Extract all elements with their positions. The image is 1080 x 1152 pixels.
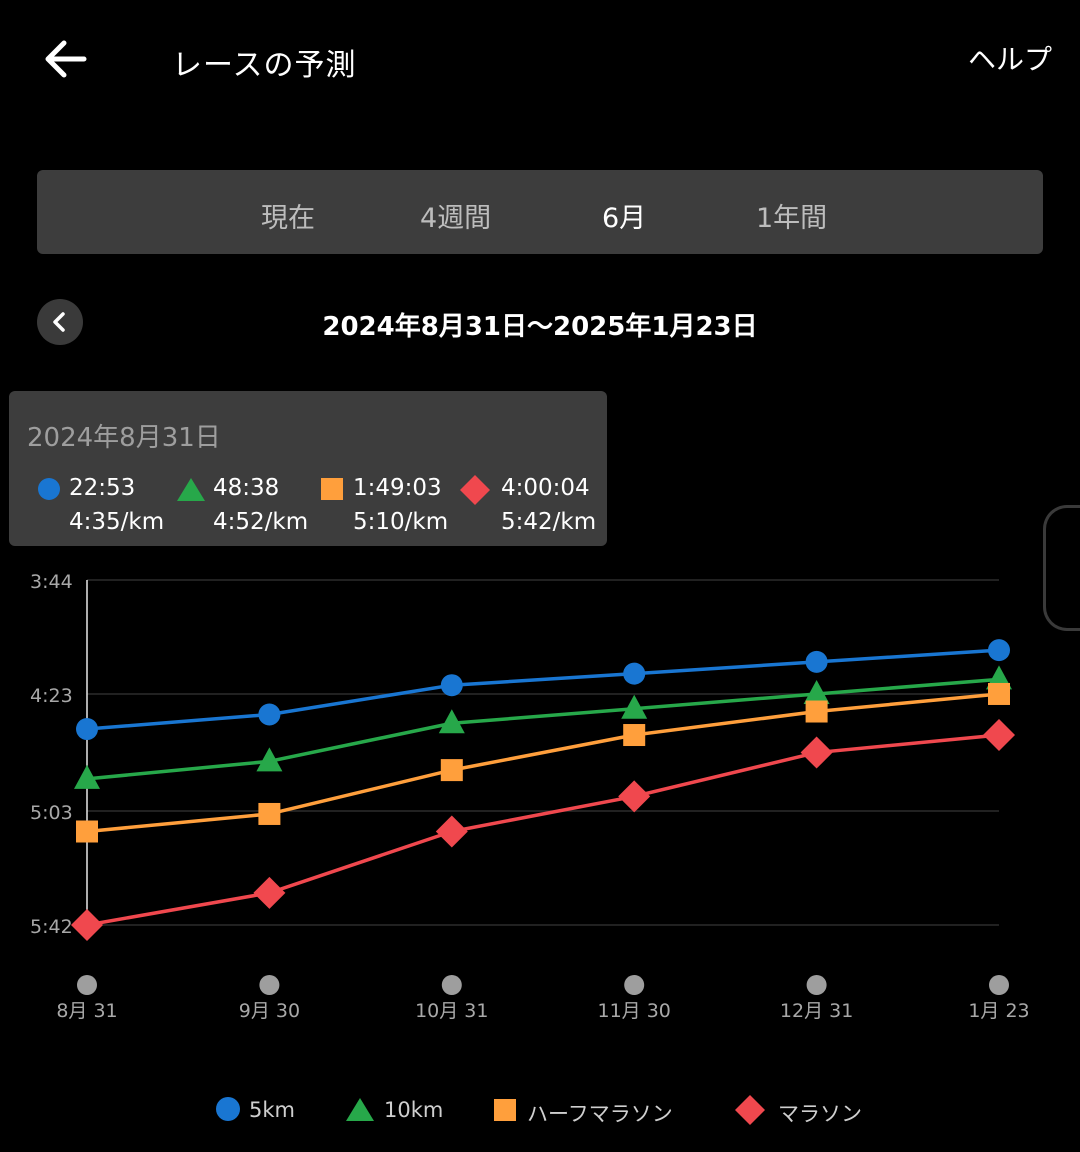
data-point-diamond [983, 719, 1015, 752]
tab-current[interactable]: 現在 [261, 203, 315, 234]
diamond-marker-icon [735, 1095, 765, 1125]
help-link[interactable]: ヘルプ [967, 43, 1052, 76]
data-point-circle [805, 650, 828, 673]
y-tick-label: 4:23 [30, 685, 73, 707]
tooltip-pace: 4:35/km [69, 509, 165, 535]
x-tick-label: 11月 30 [597, 1000, 670, 1022]
legend-label: マラソン [778, 1102, 862, 1126]
data-point-square [623, 724, 646, 747]
x-tick-label: 1月 23 [968, 1000, 1029, 1022]
data-point-square [440, 759, 463, 782]
side-panel-handle[interactable] [1043, 505, 1080, 631]
data-point-square [76, 820, 98, 843]
chart-tooltip: 2024年8月31日 22:53 4:35/km 48:38 4:52/km 1… [9, 391, 607, 546]
data-point-circle [988, 639, 1010, 662]
tooltip-time: 4:00:04 [501, 475, 590, 501]
circle-marker-icon [216, 1097, 240, 1121]
x-axis-dot [624, 975, 645, 995]
x-tick-label: 12月 31 [780, 1000, 853, 1022]
page-title: レースの予測 [172, 48, 357, 83]
tooltip-pace: 5:42/km [501, 509, 597, 535]
triangle-marker-icon [177, 478, 205, 501]
back-button[interactable] [40, 34, 92, 86]
legend-label: 10km [384, 1098, 444, 1122]
square-marker-icon [494, 1099, 516, 1121]
square-marker-icon [321, 478, 343, 500]
data-point-circle [440, 674, 463, 697]
x-tick-label: 9月 30 [239, 1000, 300, 1022]
series-line [86, 733, 1000, 927]
data-point-circle [76, 718, 98, 741]
x-axis-dot [806, 975, 827, 995]
tooltip-time: 1:49:03 [353, 475, 442, 501]
date-range: 2024年8月31日～2025年1月23日 [322, 312, 758, 342]
tooltip-time: 22:53 [69, 475, 136, 501]
data-point-triangle [438, 709, 465, 734]
x-tick-label: 8月 31 [56, 1000, 117, 1022]
tab-6-months[interactable]: 6月 [602, 203, 647, 234]
data-point-diamond [618, 780, 651, 813]
arrow-left-icon [45, 40, 87, 78]
previous-period-button[interactable] [37, 299, 83, 345]
data-point-circle [623, 662, 646, 685]
data-point-diamond [253, 876, 286, 909]
data-point-triangle [74, 764, 100, 789]
legend-label: 5km [249, 1098, 295, 1122]
legend-label: ハーフマラソン [527, 1102, 673, 1126]
y-tick-label: 5:42 [30, 916, 73, 938]
circle-marker-icon [38, 478, 60, 500]
race-prediction-chart[interactable]: 3:44 4:23 5:03 5:42 8月 31 9月 30 10月 31 11月 30 12… [0, 560, 1080, 1030]
period-tabs: 現在 4週間 6月 1年間 [37, 170, 1043, 254]
data-point-diamond [435, 815, 468, 848]
data-point-diamond [800, 736, 833, 769]
x-axis-dot [989, 975, 1009, 995]
data-point-square [258, 802, 281, 825]
tooltip-date: 2024年8月31日 [27, 423, 221, 453]
triangle-marker-icon [346, 1098, 374, 1121]
x-axis-dot [259, 975, 280, 995]
data-point-triangle [256, 747, 283, 772]
data-point-circle [258, 703, 281, 726]
y-tick-label: 3:44 [30, 571, 73, 593]
x-axis-dot [77, 975, 97, 995]
tab-1-year[interactable]: 1年間 [756, 203, 828, 234]
chart-legend: 5km 10km ハーフマラソン マラソン [0, 1090, 1080, 1130]
series-line [86, 648, 1000, 731]
series-line [86, 692, 1000, 834]
tab-4-weeks[interactable]: 4週間 [420, 203, 492, 234]
data-point-square [988, 682, 1010, 705]
tooltip-pace: 5:10/km [353, 509, 449, 535]
chevron-left-icon [53, 312, 65, 332]
data-point-square [805, 700, 828, 723]
tooltip-time: 48:38 [213, 475, 280, 501]
series-line [86, 677, 1000, 781]
data-point-diamond [71, 909, 103, 941]
tooltip-pace: 4:52/km [213, 509, 309, 535]
data-point-triangle [803, 679, 830, 704]
top-bar: レースの予測 ヘルプ [0, 0, 1080, 120]
x-axis-dot [441, 975, 462, 995]
y-tick-label: 5:03 [30, 802, 73, 824]
x-tick-label: 10月 31 [415, 1000, 488, 1022]
data-point-triangle [621, 694, 648, 719]
diamond-marker-icon [460, 475, 490, 505]
